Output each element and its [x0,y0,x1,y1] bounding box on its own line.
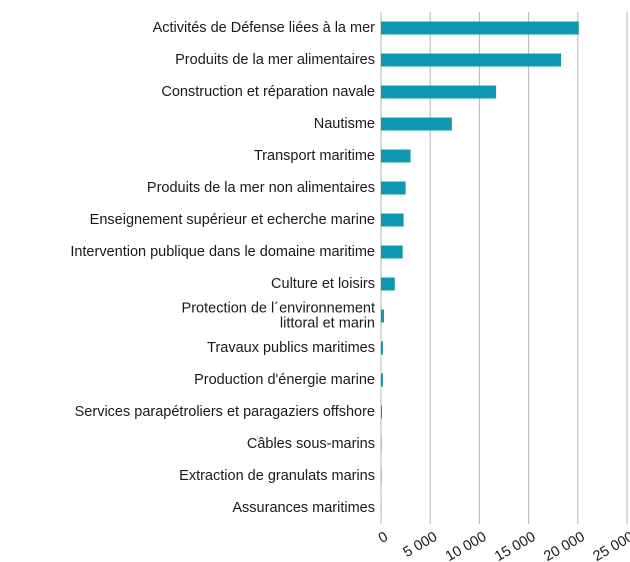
x-tick-label: 10 000 [443,529,489,562]
y-tick-label: Transport maritime [254,148,375,164]
y-tick-label: Enseignement supérieur et echerche marin… [90,212,375,228]
y-tick-label: Protection de l´environnement littoral et… [182,300,375,331]
bar [381,117,452,131]
bar [381,341,383,355]
y-tick-label: Activités de Défense liées à la mer [153,20,376,36]
x-tick-label: 20 000 [541,529,587,562]
bar [381,405,382,419]
y-tick-label: Construction et réparation navale [161,84,375,100]
y-tick-label: Câbles sous-marins [247,436,375,452]
y-tick-label: Extraction de granulats marins [179,468,375,484]
x-tick-label: 15 000 [492,529,538,562]
y-tick-label: Travaux publics maritimes [207,340,375,356]
y-tick-label: Assurances maritimes [232,500,375,516]
bar [381,149,411,163]
bar [381,85,497,99]
bar [381,277,395,291]
y-tick-label: Produits de la mer alimentaires [175,52,375,68]
bar [381,245,403,259]
bar [381,213,404,227]
x-tick-label: 0 [376,529,391,547]
x-tick-label: 25 000 [590,529,630,562]
bar [381,53,562,67]
y-tick-label: Culture et loisirs [271,276,375,292]
bar [381,373,383,387]
y-tick-label: Production d'énergie marine [194,372,375,388]
y-tick-label: Services parapétroliers et paragaziers o… [75,404,375,420]
bar [381,309,384,323]
bar [381,21,579,35]
y-tick-label: Nautisme [314,116,375,132]
bar [381,181,406,195]
y-tick-label: Produits de la mer non alimentaires [147,180,375,196]
y-tick-label: Intervention publique dans le domaine ma… [70,244,375,260]
x-tick-label: 5 000 [401,529,440,561]
